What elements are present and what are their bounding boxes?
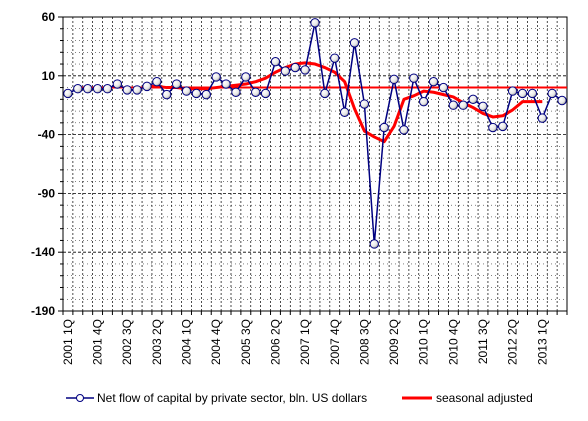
y-tick-label: -40 [38,128,56,142]
data-point-net-flow [181,86,192,96]
series-layer [63,18,567,249]
legend-swatch-net-flow-marker [76,394,84,402]
y-tick-label: 10 [42,69,56,83]
data-point-net-flow [241,72,251,82]
x-tick-label: 2007 1Q [298,319,312,365]
y-tick-label: -90 [38,186,56,200]
data-point-net-flow [310,18,320,28]
data-point-net-flow [112,79,123,89]
data-point-net-flow [63,88,73,99]
data-point-net-flow [458,100,468,110]
x-tick-label: 2006 2Q [268,319,282,365]
legend-label-seasonal: seasonal adjusted [436,391,533,405]
data-point-net-flow [171,79,182,89]
data-point-net-flow [537,113,547,123]
x-tick-label: 2003 2Q [150,319,164,365]
x-tick-label: 2005 3Q [239,319,253,365]
y-tick-labels: 60 10 -40 -90 -140 -190 [31,10,55,318]
data-point-net-flow [251,87,261,97]
data-point-net-flow [102,84,113,94]
x-tick-label: 2010 4Q [446,319,460,365]
data-point-net-flow [389,74,399,85]
data-point-net-flow [468,94,478,105]
data-point-net-flow [73,84,83,94]
data-point-net-flow [349,38,360,48]
y-tick-label: 60 [42,10,56,24]
data-point-net-flow [280,66,291,76]
axis-layer [58,16,568,315]
x-tick-label: 2002 3Q [120,319,134,365]
data-point-net-flow [83,84,93,94]
x-tick-label: 2007 4Q [328,319,342,365]
series-line-seasonal-adjusted [147,61,543,144]
x-tick-label: 2009 2Q [387,319,401,365]
x-tick-label: 2012 2Q [506,319,520,365]
x-tick-labels: 2001 1Q 2001 4Q 2002 3Q 2003 2Q 2004 1Q 2004 … [61,319,549,365]
data-point-net-flow [290,62,300,73]
data-point-net-flow [359,99,370,109]
data-point-net-flow [270,56,281,67]
data-point-net-flow [132,85,142,95]
data-point-net-flow [339,107,350,117]
x-tick-label: 2011 3Q [476,319,490,364]
data-point-net-flow [419,96,429,107]
data-point-net-flow [438,82,449,93]
data-point-net-flow [547,88,557,99]
data-point-net-flow [369,239,379,249]
data-point-net-flow [221,79,231,89]
data-point-net-flow [201,89,211,100]
data-point-net-flow [260,88,271,99]
legend: Net flow of capital by private sector, b… [66,391,533,405]
data-point-net-flow [142,81,152,92]
data-point-net-flow [498,121,508,132]
data-point-net-flow [211,72,221,82]
x-tick-label: 2001 4Q [91,319,105,365]
data-point-net-flow [231,87,241,97]
y-tick-label: -140 [31,245,55,259]
x-tick-label: 2004 4Q [209,319,223,365]
data-point-net-flow [478,101,488,112]
data-point-net-flow [399,125,409,135]
data-point-net-flow [300,65,310,75]
data-point-net-flow [379,122,389,133]
data-point-net-flow [320,88,330,99]
data-point-net-flow [162,89,172,100]
legend-label-net-flow: Net flow of capital by private sector, b… [97,391,367,405]
x-tick-label: 2010 1Q [417,319,431,365]
data-point-net-flow [330,53,340,63]
y-tick-label: -190 [31,304,55,318]
data-point-net-flow [122,85,132,95]
data-point-net-flow [517,88,528,99]
data-point-net-flow [92,84,103,94]
data-point-net-flow [152,76,162,87]
data-point-net-flow [557,95,567,106]
data-point-net-flow [191,88,202,99]
data-point-net-flow [507,86,518,96]
data-point-net-flow [428,76,439,87]
x-tick-label: 2004 1Q [180,319,194,365]
plot-frame [62,16,568,312]
data-point-net-flow [488,122,498,133]
data-point-net-flow [448,100,459,110]
data-point-net-flow [409,73,419,83]
grid-layer [63,17,567,311]
x-tick-label: 2013 1Q [535,319,549,365]
x-tick-label: 2001 1Q [61,319,75,365]
x-tick-label: 2008 3Q [357,319,371,365]
data-point-net-flow [527,88,538,99]
